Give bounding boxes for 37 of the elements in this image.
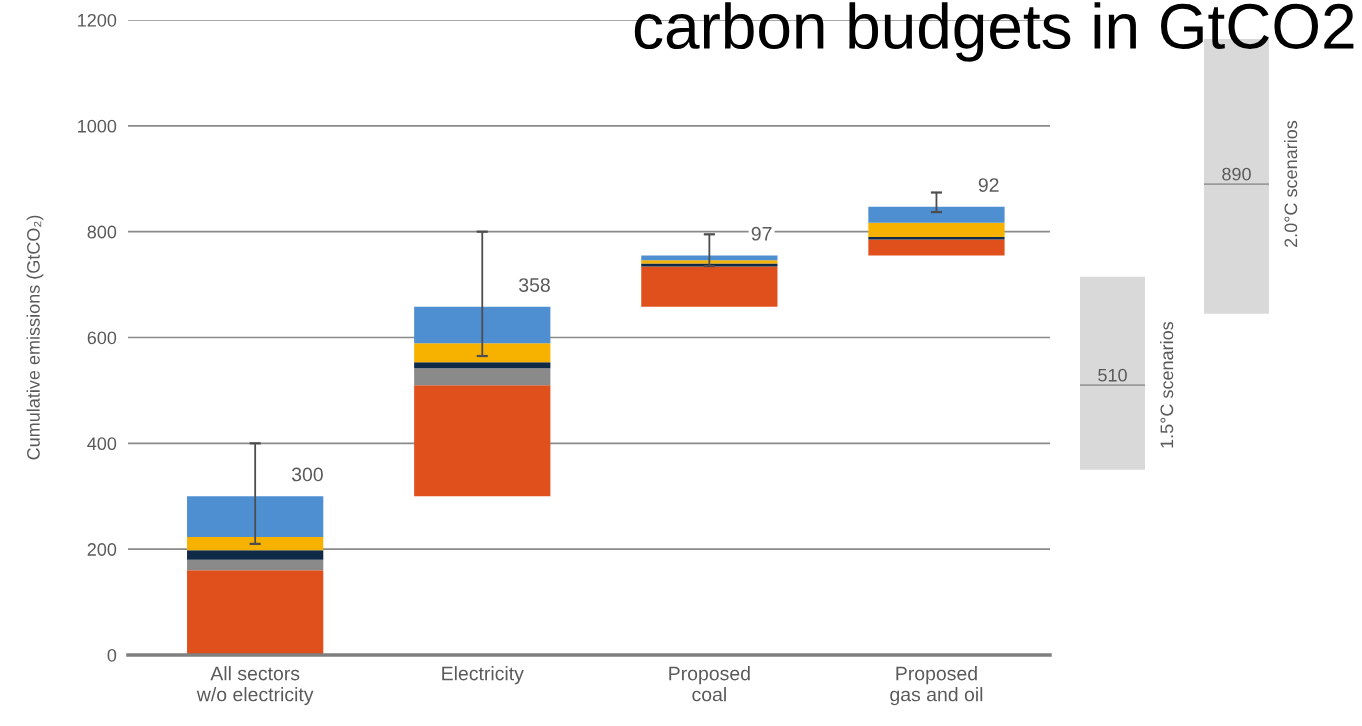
x-tick-label: 2.0°C scenarios (1283, 120, 1298, 247)
bar (414, 306, 551, 344)
y-tick-label: 1200 (78, 13, 117, 27)
bar (187, 559, 324, 571)
x-tick-label: Proposed gas and oil (890, 666, 983, 706)
bar (187, 550, 324, 560)
x-tick-label: All sectors w/o electricity (196, 666, 314, 706)
y-axis-title: Cumulative emissions (GtCO₂) (26, 215, 44, 460)
bar (187, 570, 324, 655)
bar (868, 239, 1005, 256)
chart-title: carbon budgets in GtCO2 (634, 2, 1354, 62)
annotation: 92 (978, 178, 999, 192)
y-tick-label: 600 (87, 331, 117, 345)
annotation: 358 (519, 278, 550, 292)
bar (868, 222, 1005, 237)
x-tick-label: Electricity (442, 666, 524, 685)
x-tick-label: 1.5°C scenarios (1159, 321, 1174, 448)
bar (868, 206, 1005, 223)
annotation: 97 (751, 226, 772, 241)
bar (641, 266, 778, 307)
ref-line-label: 890 (1222, 167, 1251, 181)
bar (414, 343, 551, 363)
y-tick-label: 400 (87, 437, 117, 451)
bar (187, 496, 324, 537)
annotation: 300 (291, 467, 323, 482)
y-tick-label: 1000 (78, 119, 117, 133)
ref-line-label: 510 (1098, 368, 1127, 382)
bar (414, 362, 551, 369)
y-tick-label: 200 (87, 543, 117, 556)
bar (187, 537, 324, 551)
y-tick-label: 0 (107, 648, 117, 662)
y-tick-label: 800 (87, 225, 117, 239)
bar (414, 385, 551, 497)
bar (641, 255, 778, 261)
x-tick-label: Proposed coal (669, 666, 750, 702)
bar (414, 368, 551, 386)
bar (868, 236, 1005, 240)
